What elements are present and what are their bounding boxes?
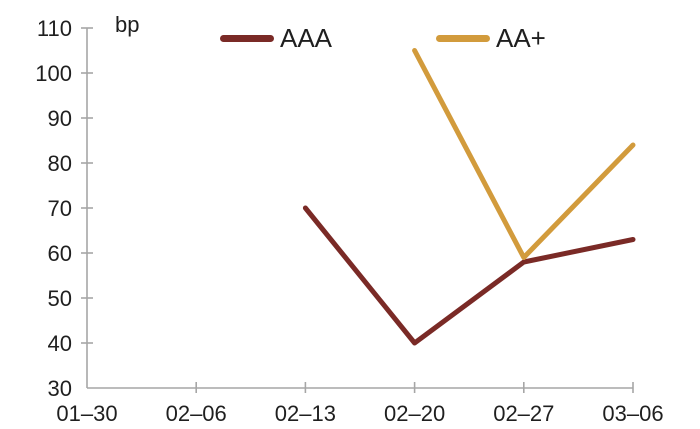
series-line-aaa: [302, 205, 636, 346]
x-axis-tick-label: 02–20: [384, 401, 445, 426]
y-axis-tick-label: 70: [48, 196, 72, 221]
y-axis-tick-label: 80: [48, 151, 72, 176]
x-axis-tick-label: 02–06: [166, 401, 227, 426]
legend-label-aa-plus: AA+: [496, 23, 546, 53]
x-axis-tick-label: 02–13: [275, 401, 336, 426]
legend-item-aa-plus: AA+: [436, 25, 546, 51]
legend-swatch-aaa: [220, 34, 274, 42]
y-axis-tick-label: 100: [35, 61, 72, 86]
x-axis-tick-label: 02–27: [493, 401, 554, 426]
x-axis-tick-label: 01–30: [56, 401, 117, 426]
y-axis-unit-label: bp: [115, 12, 140, 37]
y-axis-tick-label: 30: [48, 376, 72, 401]
legend-item-aaa: AAA: [220, 25, 332, 51]
y-axis-tick-label: 60: [48, 241, 72, 266]
y-axis-tick-label: 90: [48, 106, 72, 131]
y-axis-tick-label: 110: [37, 16, 72, 41]
x-axis-tick-label: 03–06: [602, 401, 663, 426]
legend-label-aaa: AAA: [280, 23, 333, 53]
series-line-aa-: [412, 48, 636, 260]
y-axis-tick-label: 40: [48, 331, 72, 356]
legend-swatch-aa-plus: [436, 34, 490, 42]
y-axis-tick-label: 50: [48, 286, 72, 311]
